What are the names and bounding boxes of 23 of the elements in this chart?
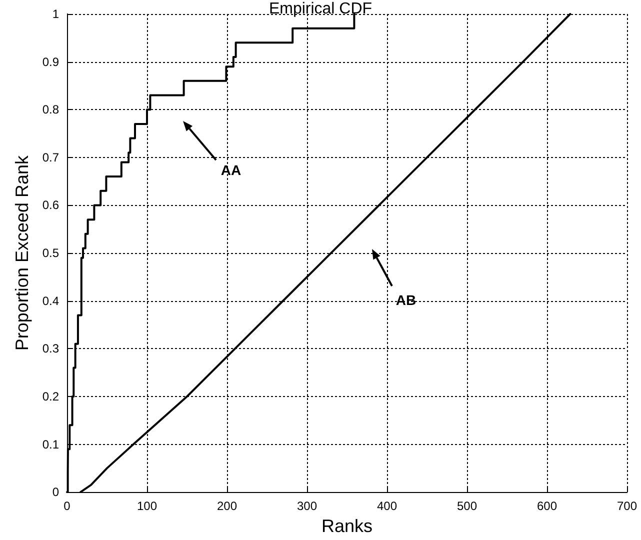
annotation: AA	[220, 162, 242, 178]
y-tick-label: 0.3	[42, 342, 60, 356]
y-tick-label: 0.1	[42, 437, 60, 452]
x-tick-label: 700	[616, 499, 638, 514]
y-tick-label: 0.4	[42, 294, 60, 308]
y-tick-label: 0.6	[42, 198, 60, 212]
y-tick-label: 0.8	[42, 102, 60, 117]
y-tick-label: 0.2	[42, 389, 60, 404]
x-tick-label: 400	[376, 499, 398, 514]
y-tick-label: 0.7	[42, 150, 60, 164]
y-tick-label: 0	[52, 485, 60, 500]
y-tick-label: 1	[52, 7, 60, 21]
x-tick-label: 500	[456, 499, 478, 514]
x-tick-label: 600	[536, 499, 558, 514]
x-tick-label: 200	[216, 499, 238, 514]
x-tick-label: 300	[296, 499, 318, 514]
x-axis-title: Ranks	[321, 516, 373, 536]
x-tick-label: 0	[64, 499, 71, 514]
y-tick-label: 0.9	[42, 54, 60, 69]
y-axis-title: Proportion Exceed Rank	[12, 154, 32, 351]
x-tick-label: 100	[136, 499, 158, 514]
chart-title: Empirical CDF	[268, 0, 372, 18]
y-tick-label: 0.5	[42, 246, 60, 260]
